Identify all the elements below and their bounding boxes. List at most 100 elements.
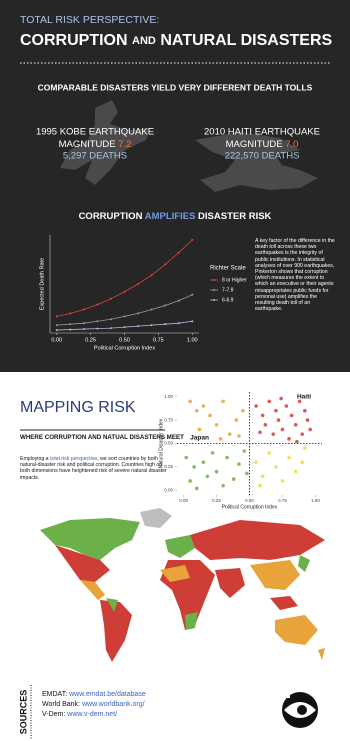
- legend-label: 7-7.9: [222, 287, 234, 293]
- point: [305, 418, 310, 422]
- event-deaths: 5,297 DEATHS: [63, 151, 127, 162]
- map-region: [298, 555, 310, 572]
- source: EMDAT: www.emdat.be/database: [42, 690, 146, 700]
- point: [287, 455, 291, 460]
- point: [227, 432, 232, 436]
- point: [191, 238, 194, 241]
- heading-part: DISASTER RISK: [198, 211, 272, 222]
- point: [150, 308, 153, 311]
- source-url[interactable]: www.v-dem.net/: [67, 711, 118, 718]
- point: [293, 469, 298, 474]
- subheading: WHERE CORRUPTION AND NATUAL DISASTERS ME…: [20, 434, 184, 441]
- point: [164, 323, 167, 326]
- section-heading: CORRUPTION AMPLIFIES DISASTER RISK: [79, 211, 272, 222]
- point: [184, 455, 189, 460]
- map-region: [185, 612, 198, 630]
- point: [260, 413, 265, 418]
- title-part: NATURAL DISASTERS: [160, 32, 332, 49]
- point: [55, 329, 58, 332]
- event-name: 2010 HAITI EARTHQUAKE: [204, 127, 320, 138]
- x-tick-label: 0.75: [153, 337, 164, 343]
- map-region: [250, 560, 300, 590]
- point: [231, 477, 236, 481]
- point: [245, 471, 249, 476]
- map-region: [270, 596, 298, 610]
- intro: Employing a total risk perspective, we s…: [20, 456, 170, 481]
- map-region: [318, 648, 325, 660]
- map-region: [190, 520, 325, 560]
- point: [267, 451, 272, 455]
- point: [308, 427, 312, 432]
- x-tick-label: 0.75: [278, 498, 287, 503]
- point: [279, 396, 283, 401]
- point: [82, 328, 85, 331]
- point: [109, 327, 112, 330]
- point: [164, 263, 167, 266]
- x-tick-label: 0.00: [51, 337, 62, 343]
- point: [274, 408, 278, 413]
- title: CORRUPTION AND NATURAL DISASTERS: [20, 32, 333, 49]
- x-tick-label: 0.25: [85, 337, 96, 343]
- point: [96, 303, 99, 306]
- source-label: EMDAT:: [42, 691, 68, 698]
- point: [82, 308, 85, 311]
- point: [197, 427, 202, 432]
- point: [188, 479, 192, 483]
- heading-part: CORRUPTION: [79, 211, 143, 222]
- source-url[interactable]: www.emdat.be/database: [69, 691, 146, 698]
- x-tick-label: 0.50: [119, 337, 130, 343]
- point: [289, 413, 294, 418]
- logo: [282, 690, 318, 728]
- point: [242, 449, 247, 453]
- point: [123, 290, 126, 293]
- point: [295, 439, 299, 444]
- source-url[interactable]: www.worldbank.org/: [81, 701, 145, 708]
- plot-area: [50, 235, 199, 333]
- point: [214, 469, 219, 474]
- source: V-Dem: www.v-dem.net/: [42, 710, 146, 720]
- legend-swatch-dot: [213, 289, 215, 291]
- point: [96, 327, 99, 330]
- y-tick-label: 0.50: [164, 441, 173, 446]
- y-axis-label: Natural Disaster Index: [158, 418, 164, 468]
- point: [267, 399, 272, 404]
- intro-link: total risk perspective: [50, 456, 98, 462]
- point: [221, 483, 225, 488]
- map-region: [215, 568, 245, 598]
- kicker: TOTAL RISK PERSPECTIVE:: [20, 14, 159, 26]
- point: [280, 427, 285, 432]
- point: [254, 460, 258, 465]
- point: [191, 293, 194, 296]
- point: [194, 408, 199, 413]
- source-label: V-Dem:: [42, 711, 66, 718]
- legend-swatch-dot: [213, 279, 215, 281]
- legend-label: 6-6.9: [222, 297, 234, 303]
- map-region: [160, 565, 190, 582]
- title-part: AND: [132, 35, 156, 47]
- point: [234, 418, 239, 422]
- haiti-silhouette: [195, 132, 318, 192]
- legend-title: Richter Scale: [210, 266, 246, 272]
- point: [82, 322, 85, 325]
- y-axis-label: Expected Death Rate: [39, 258, 45, 310]
- point: [177, 251, 180, 254]
- magnitude-value: 7.2: [118, 139, 131, 150]
- legend-swatch-dot: [213, 299, 215, 301]
- map-region: [165, 535, 195, 558]
- map-region: [106, 598, 118, 612]
- point: [300, 460, 305, 465]
- point: [237, 434, 241, 438]
- point: [237, 462, 241, 466]
- annotation: Japan: [190, 435, 209, 442]
- point: [276, 418, 281, 422]
- x-tick-label: 1.00: [311, 498, 320, 503]
- map-region: [80, 580, 105, 600]
- point: [69, 328, 72, 331]
- magnitude-label: MAGNITUDE: [226, 139, 283, 150]
- event-name: 1995 KOBE EARTHQUAKE: [36, 127, 154, 138]
- event-magnitude: MAGNITUDE 7.2: [59, 139, 132, 150]
- japan-silhouette: [60, 100, 150, 185]
- point: [258, 483, 262, 488]
- point: [164, 304, 167, 307]
